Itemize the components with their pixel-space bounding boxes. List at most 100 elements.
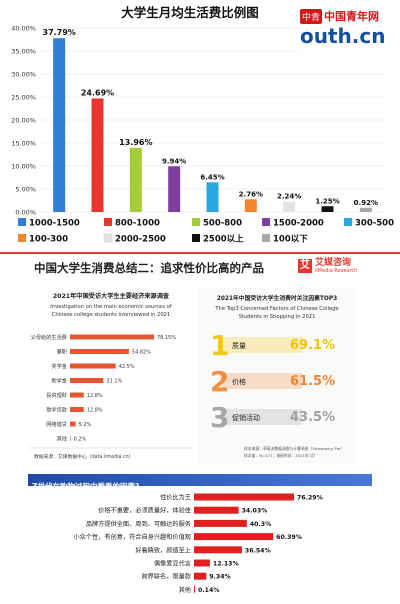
data-label: 13.96% <box>119 138 152 147</box>
bar <box>70 363 116 369</box>
bar <box>194 546 242 554</box>
data-label: 2.24% <box>277 193 301 201</box>
bar <box>91 98 104 212</box>
bar <box>70 349 129 354</box>
category-label: 网络借贷 <box>46 420 67 428</box>
bar <box>194 533 274 541</box>
sample-note: 样本来源：草莓派数据调查与计算系统（Strawberry Pie） <box>244 446 344 451</box>
section-header: 中国大学生消费总结二：追求性价比高的产品 艾 艾媒咨询 iiMedia Rese… <box>0 252 400 280</box>
y-tick-label: 15.00% <box>11 140 36 148</box>
category-label: 好看精致，颜值至上 <box>135 546 191 554</box>
legend-label: 300-500 <box>355 219 394 229</box>
z-gen-panel: Z世代在购物过程中看重的因素? 性价比为王 76.29% 价格不重要，必须质量好，体… <box>28 474 372 600</box>
bar <box>194 493 294 501</box>
bar <box>70 436 71 441</box>
category-label: 助学贷款 <box>46 406 68 414</box>
category-label: 助学金 <box>51 377 67 385</box>
data-label: 31.1% <box>106 379 122 385</box>
legend-swatch <box>344 218 352 226</box>
y-tick-label: 20.00% <box>11 117 36 125</box>
legend-label: 100以下 <box>273 235 308 245</box>
source-note: 数据来源：艾媒数据中心（data.iimedia.cn） <box>34 453 134 460</box>
category-label: 父母给的生活费 <box>31 333 67 341</box>
legend-swatch <box>103 233 113 243</box>
iimedia-name: 艾媒咨询 <box>315 258 352 268</box>
sample-size-note: 样本量：N=571；调研时间：2021年7月 <box>244 453 315 458</box>
legend-swatch <box>262 234 270 242</box>
bar <box>70 421 76 427</box>
rank-number: 1 <box>210 329 229 362</box>
z-gen-title: Z世代在购物过程中看重的因素? <box>32 482 140 491</box>
iimedia-logo-icon: 艾 <box>298 259 312 273</box>
data-label: 34.03% <box>242 508 268 515</box>
legend-label: 1000-1500 <box>29 219 80 229</box>
bar <box>129 147 142 212</box>
chart-grid: 0.00% 5.00% 10.00% 15.00% 20.00% 25.00% 30.00%… <box>11 25 385 217</box>
data-label: 76.29% <box>297 495 323 502</box>
category-label: 价格不重要，必须质量好，体验佳 <box>98 507 191 515</box>
category-label: 其他 <box>57 435 67 443</box>
legend-label: 800-1000 <box>115 219 160 229</box>
chart-subtitle-line1: The Top3 Concerned Factors of Chinese Co… <box>214 306 338 312</box>
data-label: 0.14% <box>198 587 219 594</box>
bar <box>70 334 155 340</box>
data-label: 54.82% <box>132 350 151 356</box>
factor-label: 价格 <box>232 377 246 386</box>
bar <box>194 519 247 527</box>
bar <box>359 207 372 212</box>
chart-bars: 父母给的生活费 78.15% 兼职 54.82% 奖学金 42.5% 助学金 31.1% 投资理… <box>31 333 177 443</box>
data-label: 9.34% <box>209 574 230 581</box>
data-label: 78.15% <box>157 335 176 341</box>
bar <box>194 506 239 514</box>
data-label: 36.54% <box>245 547 271 554</box>
y-tick-label: 5.00% <box>15 186 36 194</box>
bar <box>321 206 334 212</box>
chart-subtitle-line2: Students in Shopping in 2021 <box>239 314 316 320</box>
legend-label: 1500-2000 <box>273 219 324 229</box>
legend-label: 2000-2500 <box>115 235 166 245</box>
data-label: 1.25% <box>315 197 339 205</box>
data-label: 0.2% <box>74 437 87 443</box>
legend-label: 500-800 <box>203 219 242 229</box>
chart-title: 2021年中国受访大学生消费时关注因素TOP3 <box>217 294 337 302</box>
y-tick-label: 35.00% <box>11 48 36 56</box>
data-label: 37.79% <box>43 28 76 37</box>
chart-title: 2021年中国受访大学生主要经济来源调查 <box>53 292 170 300</box>
category-label: 奖学金 <box>51 362 67 370</box>
bar <box>194 585 195 593</box>
legend-swatch <box>104 218 112 226</box>
legend-swatch <box>262 218 270 226</box>
legend-label: 2500以上 <box>203 234 244 245</box>
chart-title: 大学生月均生活费比例图 <box>121 5 259 20</box>
chart-bars: 性价比为王 76.29% 价格不重要，必须质量好，体验佳 34.03% 品牌方提供全面、… <box>73 493 323 594</box>
category-label: 兼职 <box>57 348 67 356</box>
category-label: 投资理财 <box>46 391 67 399</box>
rank-band <box>222 409 302 425</box>
factor-value: 69.1% <box>290 338 335 353</box>
z-gen-header: Z世代在购物过程中看重的因素? <box>28 474 372 491</box>
rank-number: 2 <box>210 365 229 398</box>
category-label: 其他 <box>179 586 191 594</box>
iimedia-sub: iiMedia Research <box>315 268 358 274</box>
panel-background <box>198 288 356 464</box>
bar <box>283 201 296 212</box>
data-label: 40.3% <box>250 521 271 528</box>
y-tick-label: 30.00% <box>11 71 36 79</box>
category-label: 小众个性，有创意，符合自身兴趣和价值观 <box>73 533 191 541</box>
top3-factors-chart: 2021年中国受访大学生消费时关注因素TOP3 The Top3 Concern… <box>198 288 356 464</box>
y-tick-label: 0.00% <box>15 209 36 217</box>
factor-value: 61.5% <box>290 374 335 389</box>
bar <box>194 559 210 567</box>
legend-swatch <box>18 234 26 242</box>
y-tick-label: 25.00% <box>11 94 36 102</box>
rank-number: 3 <box>210 401 229 434</box>
legend-swatch <box>192 218 200 226</box>
top3-rows: 1 质量 69.1% 2 价格 61.5% 3 促销活动 43.5% <box>210 329 335 434</box>
bar <box>244 199 257 212</box>
section-title: 中国大学生消费总结二：追求性价比高的产品 <box>34 261 264 275</box>
y-tick-label: 10.00% <box>11 163 36 171</box>
legend-label: 100-300 <box>29 235 68 245</box>
data-label: 60.39% <box>276 534 302 541</box>
data-label: 6.45% <box>200 173 224 181</box>
rank-band <box>222 337 302 353</box>
